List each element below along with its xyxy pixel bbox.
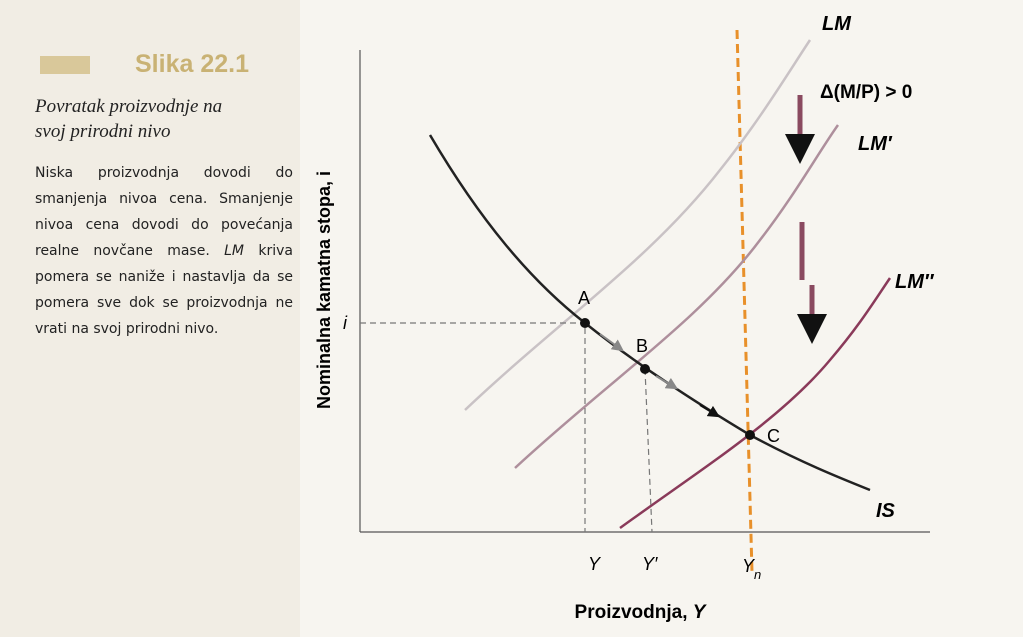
figure-title: svoj prirodni nivo bbox=[35, 121, 170, 142]
x-axis-label: Proizvodnja, bbox=[575, 602, 693, 623]
lm1-curve bbox=[515, 125, 838, 468]
path-arrow bbox=[600, 334, 622, 350]
point bbox=[745, 430, 755, 440]
point-label: B bbox=[636, 336, 648, 356]
point-label: C bbox=[767, 426, 780, 446]
path-arrow bbox=[656, 376, 676, 388]
curve-label: LM′ bbox=[858, 133, 893, 155]
axis-mark: Y bbox=[588, 554, 602, 574]
path-arrow bbox=[700, 405, 718, 416]
point-label: A bbox=[578, 288, 590, 308]
axis-mark: i bbox=[343, 313, 348, 333]
is-curve bbox=[430, 135, 870, 490]
point bbox=[580, 318, 590, 328]
shift-label: Δ(M/P) > 0 bbox=[820, 82, 912, 103]
curve-label: LM bbox=[822, 13, 852, 35]
curve-label: IS bbox=[876, 500, 896, 522]
figure-title: Povratak proizvodnje na bbox=[34, 96, 222, 117]
page: Niska proizvodnja dovodi do smanjenja ni… bbox=[0, 0, 1023, 637]
x-axis-label: Proizvodnja, Y bbox=[575, 602, 708, 623]
figure-label: Slika 22.1 bbox=[135, 50, 249, 78]
y-axis-label: Nominalna kamatna stopa, i bbox=[314, 171, 334, 409]
axis-mark: Y′ bbox=[642, 554, 658, 574]
lm2-curve bbox=[620, 278, 890, 528]
axis-mark: Yn bbox=[742, 556, 761, 582]
point bbox=[640, 364, 650, 374]
curve-label: LM″ bbox=[895, 271, 935, 293]
diagram: Slika 22.1 Povratak proizvodnje na svoj … bbox=[0, 0, 1023, 637]
axis-mark-sub: n bbox=[754, 567, 761, 582]
guide-lines bbox=[360, 323, 652, 532]
natural-output-line bbox=[737, 30, 752, 572]
label-block bbox=[40, 56, 90, 74]
x-axis-label: Y bbox=[693, 602, 708, 623]
